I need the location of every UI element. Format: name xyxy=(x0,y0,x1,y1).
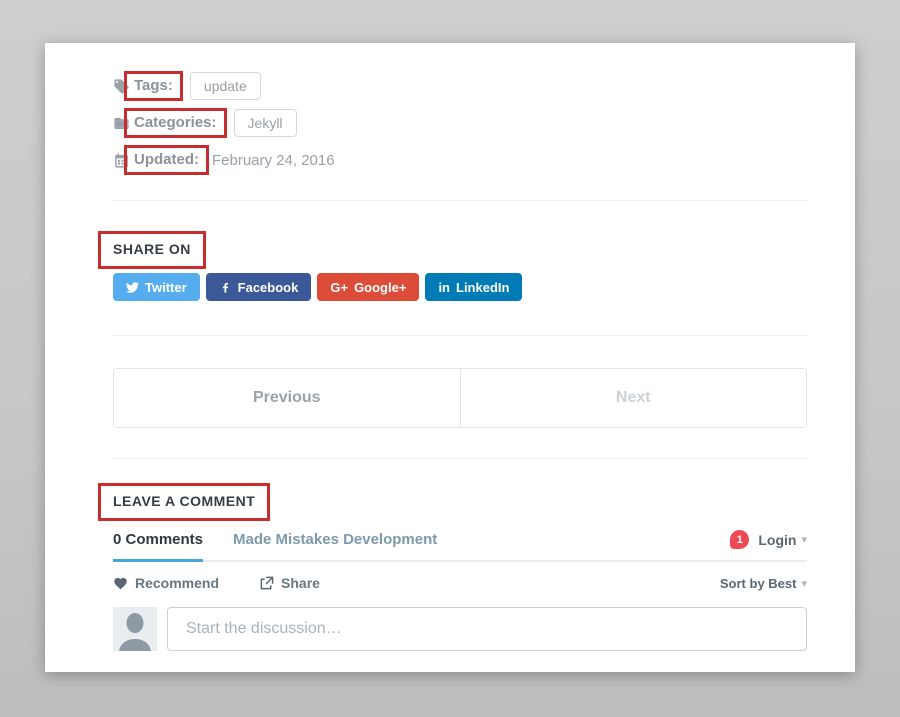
twitter-icon xyxy=(126,281,139,294)
login-badge: 1 xyxy=(730,530,750,549)
article-footer-card: Tags: update Categories: Jekyll Updated:… xyxy=(45,43,855,672)
section-divider xyxy=(113,200,807,201)
avatar xyxy=(113,607,157,651)
sort-label: Sort by Best xyxy=(719,575,797,591)
leave-comment-heading-annotation: LEAVE A COMMENT xyxy=(98,483,271,521)
updated-label: Updated: xyxy=(134,151,199,168)
chevron-down-icon: ▾ xyxy=(801,577,807,590)
comment-compose-area xyxy=(113,607,807,651)
share-button-label: Facebook xyxy=(237,279,299,295)
category-pill-jekyll[interactable]: Jekyll xyxy=(233,109,297,137)
next-post-button[interactable]: Next xyxy=(460,369,806,427)
comments-count-tab[interactable]: 0 Comments xyxy=(113,531,204,562)
updated-label-annotation: Updated: xyxy=(124,145,209,175)
section-divider xyxy=(113,335,807,336)
categories-row: Categories: Jekyll xyxy=(113,108,807,138)
login-label: Login xyxy=(758,531,797,548)
updated-row: Updated: February 24, 2016 xyxy=(113,145,807,175)
categories-label: Categories: xyxy=(134,114,217,131)
share-thread-button[interactable]: Share xyxy=(259,575,320,591)
twitter-share-button[interactable]: Twitter xyxy=(113,273,200,301)
share-button-label: Twitter xyxy=(145,279,187,295)
recommend-label: Recommend xyxy=(135,575,220,591)
login-dropdown[interactable]: 1 Login ▾ xyxy=(730,530,807,560)
share-thread-label: Share xyxy=(281,575,320,591)
previous-post-button[interactable]: Previous xyxy=(114,369,461,427)
share-heading-annotation: SHARE ON xyxy=(98,231,206,269)
share-buttons-row: Twitter Facebook G+ Google+ in LinkedIn xyxy=(113,273,807,301)
disqus-toolbar: Recommend Share Sort by Best ▾ xyxy=(113,575,807,591)
comment-input[interactable] xyxy=(167,607,807,651)
tags-label-annotation: Tags: xyxy=(124,71,183,101)
share-icon xyxy=(259,576,274,591)
facebook-icon xyxy=(219,281,232,294)
facebook-share-button[interactable]: Facebook xyxy=(205,273,312,301)
community-name: Made Mistakes Development xyxy=(233,531,438,548)
share-on-heading: SHARE ON xyxy=(113,241,191,257)
disqus-header: 0 Comments Made Mistakes Development 1 L… xyxy=(113,530,807,562)
tag-pill-update[interactable]: update xyxy=(189,72,261,100)
linkedin-share-button[interactable]: in LinkedIn xyxy=(425,273,523,301)
share-button-label: Google+ xyxy=(354,279,407,295)
sort-dropdown[interactable]: Sort by Best ▾ xyxy=(720,576,807,591)
tags-row: Tags: update xyxy=(113,71,807,101)
tags-label: Tags: xyxy=(134,77,173,94)
google-plus-share-button[interactable]: G+ Google+ xyxy=(317,273,420,301)
linkedin-icon: in xyxy=(438,279,450,295)
leave-a-comment-heading: LEAVE A COMMENT xyxy=(113,493,256,509)
section-divider xyxy=(113,458,807,459)
recommend-button[interactable]: Recommend xyxy=(113,575,219,591)
chevron-down-icon: ▾ xyxy=(801,534,807,546)
updated-date: February 24, 2016 xyxy=(212,151,335,169)
categories-label-annotation: Categories: xyxy=(124,108,227,138)
heart-icon xyxy=(113,576,128,591)
share-button-label: LinkedIn xyxy=(456,279,510,295)
post-pagination: Previous Next xyxy=(113,368,807,428)
google-plus-icon: G+ xyxy=(330,279,349,295)
